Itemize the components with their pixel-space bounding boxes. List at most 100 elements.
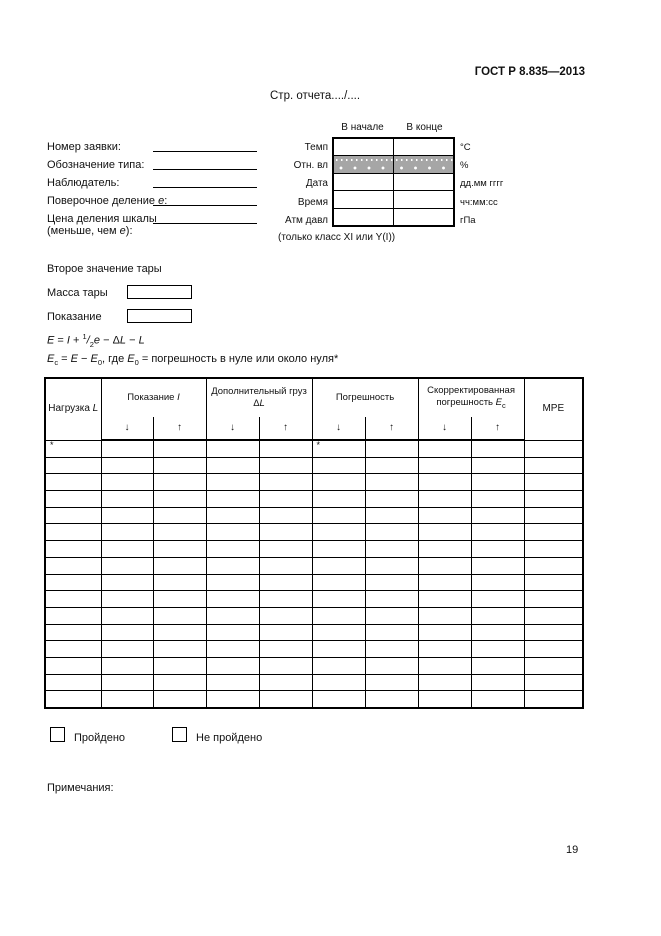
table-cell[interactable] xyxy=(44,690,102,709)
table-cell[interactable] xyxy=(364,640,419,658)
table-cell[interactable] xyxy=(100,673,154,692)
table-cell[interactable] xyxy=(44,556,102,575)
table-cell[interactable] xyxy=(258,673,313,692)
table-cell[interactable] xyxy=(523,473,584,492)
table-cell[interactable] xyxy=(100,490,154,508)
table-cell[interactable] xyxy=(311,640,366,658)
table-cell[interactable] xyxy=(417,590,472,608)
env-cell[interactable] xyxy=(393,207,455,227)
table-cell[interactable] xyxy=(100,556,154,575)
tare-indication-box[interactable] xyxy=(127,309,192,323)
table-cell[interactable] xyxy=(364,590,419,608)
table-cell[interactable] xyxy=(100,523,154,542)
table-cell[interactable] xyxy=(152,456,207,475)
table-cell[interactable] xyxy=(523,623,584,642)
table-cell[interactable] xyxy=(44,506,102,525)
table-cell[interactable] xyxy=(417,556,472,575)
table-cell[interactable] xyxy=(311,590,366,608)
table-cell[interactable] xyxy=(100,456,154,475)
table-cell[interactable] xyxy=(152,540,207,558)
env-cell[interactable] xyxy=(393,172,455,192)
env-cell[interactable] xyxy=(332,190,394,209)
table-cell[interactable] xyxy=(470,573,525,592)
table-cell[interactable] xyxy=(417,640,472,658)
table-cell[interactable] xyxy=(523,656,584,675)
table-cell[interactable] xyxy=(417,690,472,709)
table-cell[interactable] xyxy=(523,456,584,475)
table-cell[interactable] xyxy=(100,573,154,592)
table-cell[interactable] xyxy=(44,456,102,475)
table-cell[interactable] xyxy=(152,473,207,492)
table-cell[interactable] xyxy=(364,623,419,642)
table-cell[interactable] xyxy=(364,673,419,692)
table-cell[interactable] xyxy=(44,573,102,592)
env-cell[interactable] xyxy=(332,137,394,157)
table-cell[interactable] xyxy=(100,690,154,709)
failed-checkbox[interactable] xyxy=(172,727,187,742)
env-cell[interactable] xyxy=(332,172,394,192)
table-cell[interactable] xyxy=(364,439,419,458)
application-number-input-line[interactable] xyxy=(153,140,257,152)
table-cell[interactable] xyxy=(311,623,366,642)
table-cell[interactable] xyxy=(205,590,260,608)
table-cell[interactable] xyxy=(417,623,472,642)
table-cell[interactable] xyxy=(470,556,525,575)
table-cell[interactable] xyxy=(205,506,260,525)
table-cell[interactable] xyxy=(523,439,584,458)
table-cell[interactable] xyxy=(44,540,102,558)
table-cell[interactable] xyxy=(258,690,313,709)
table-cell[interactable] xyxy=(258,556,313,575)
table-cell[interactable] xyxy=(311,506,366,525)
table-cell[interactable] xyxy=(152,490,207,508)
table-cell[interactable] xyxy=(258,606,313,625)
table-cell[interactable] xyxy=(44,623,102,642)
verification-division-input-line[interactable] xyxy=(153,194,257,206)
table-cell[interactable] xyxy=(44,640,102,658)
table-cell[interactable] xyxy=(205,673,260,692)
table-cell[interactable] xyxy=(470,439,525,458)
table-cell[interactable] xyxy=(100,640,154,658)
table-cell[interactable] xyxy=(258,490,313,508)
table-cell[interactable] xyxy=(417,506,472,525)
table-cell[interactable] xyxy=(364,573,419,592)
table-cell[interactable] xyxy=(470,690,525,709)
table-cell[interactable] xyxy=(364,690,419,709)
table-cell[interactable] xyxy=(311,606,366,625)
table-cell[interactable] xyxy=(258,540,313,558)
table-cell[interactable] xyxy=(152,690,207,709)
table-cell[interactable] xyxy=(470,673,525,692)
table-cell[interactable] xyxy=(258,523,313,542)
table-cell[interactable] xyxy=(364,523,419,542)
table-cell[interactable] xyxy=(311,456,366,475)
table-cell[interactable] xyxy=(417,456,472,475)
table-cell[interactable] xyxy=(311,540,366,558)
table-cell[interactable] xyxy=(470,606,525,625)
table-cell[interactable] xyxy=(258,473,313,492)
table-cell[interactable] xyxy=(417,573,472,592)
table-cell[interactable] xyxy=(100,656,154,675)
table-cell[interactable] xyxy=(364,456,419,475)
table-cell[interactable] xyxy=(470,623,525,642)
table-cell[interactable] xyxy=(417,606,472,625)
table-cell[interactable] xyxy=(523,490,584,508)
table-cell[interactable] xyxy=(44,473,102,492)
table-cell[interactable] xyxy=(152,506,207,525)
table-cell[interactable] xyxy=(258,439,313,458)
table-cell[interactable] xyxy=(417,523,472,542)
table-cell[interactable] xyxy=(523,640,584,658)
table-cell[interactable] xyxy=(364,506,419,525)
table-cell[interactable]: * xyxy=(44,439,102,458)
table-cell[interactable] xyxy=(417,473,472,492)
env-cell[interactable] xyxy=(393,190,455,209)
table-cell[interactable] xyxy=(152,606,207,625)
table-cell[interactable] xyxy=(470,506,525,525)
table-cell[interactable] xyxy=(364,656,419,675)
table-cell[interactable] xyxy=(100,590,154,608)
table-cell[interactable] xyxy=(523,606,584,625)
table-cell[interactable] xyxy=(152,439,207,458)
table-cell[interactable] xyxy=(523,506,584,525)
table-cell[interactable] xyxy=(258,573,313,592)
table-cell[interactable] xyxy=(311,656,366,675)
table-cell[interactable] xyxy=(311,690,366,709)
table-cell[interactable] xyxy=(311,490,366,508)
